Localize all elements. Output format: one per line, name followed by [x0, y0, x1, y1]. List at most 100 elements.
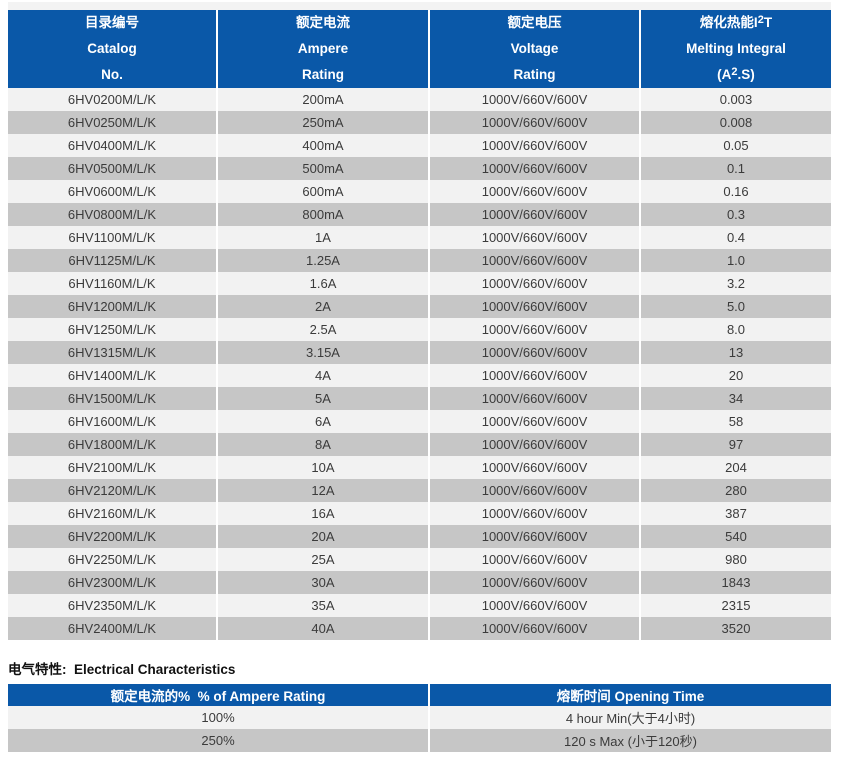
melting-integral-cell: 1.0: [639, 249, 831, 272]
opening-time-cell: 120 s Max (小于120秒): [428, 729, 831, 752]
ampere-cell: 600mA: [216, 180, 429, 203]
top-strip: [8, 2, 831, 10]
fuse-spec-table: 目录编号 Catalog No. 额定电流 Ampere Rating 额定电压…: [8, 10, 831, 640]
catalog-cell: 6HV1100M/L/K: [8, 226, 217, 249]
col-header-percent-of-ampere-rating: 额定电流的% % of Ampere Rating: [8, 684, 429, 706]
table-row: 6HV1160M/L/K 1.6A 1000V/660V/600V 3.2: [8, 272, 831, 295]
melting-integral-cell: 3520: [639, 617, 831, 640]
melting-integral-cell: 1843: [639, 571, 831, 594]
ampere-cell: 1.25A: [216, 249, 429, 272]
catalog-cell: 6HV2250M/L/K: [8, 548, 217, 571]
table-row: 6HV1600M/L/K 6A 1000V/660V/600V 58: [8, 410, 831, 433]
voltage-cell: 1000V/660V/600V: [428, 295, 640, 318]
voltage-cell: 1000V/660V/600V: [428, 479, 640, 502]
catalog-cell: 6HV1600M/L/K: [8, 410, 217, 433]
voltage-cell: 1000V/660V/600V: [428, 594, 640, 617]
header-line-en1: Voltage: [510, 41, 559, 56]
percent-cell: 100%: [8, 706, 429, 729]
catalog-cell: 6HV2120M/L/K: [8, 479, 217, 502]
melting-integral-cell: 97: [639, 433, 831, 456]
melting-integral-cell: 58: [639, 410, 831, 433]
voltage-cell: 1000V/660V/600V: [428, 387, 640, 410]
ampere-cell: 40A: [216, 617, 429, 640]
table-row: 6HV2160M/L/K 16A 1000V/660V/600V 387: [8, 502, 831, 525]
ampere-cell: 2.5A: [216, 318, 429, 341]
ampere-cell: 400mA: [216, 134, 429, 157]
melting-integral-cell: 20: [639, 364, 831, 387]
col-header-catalog: 目录编号 Catalog No.: [8, 10, 217, 88]
ampere-cell: 800mA: [216, 203, 429, 226]
melting-integral-cell: 0.4: [639, 226, 831, 249]
ampere-cell: 6A: [216, 410, 429, 433]
table-row: 6HV1400M/L/K 4A 1000V/660V/600V 20: [8, 364, 831, 387]
catalog-cell: 6HV0600M/L/K: [8, 180, 217, 203]
col-header-voltage: 额定电压 Voltage Rating: [428, 10, 640, 88]
table-row: 6HV2250M/L/K 25A 1000V/660V/600V 980: [8, 548, 831, 571]
melting-integral-cell: 3.2: [639, 272, 831, 295]
ampere-cell: 8A: [216, 433, 429, 456]
table-row: 6HV0200M/L/K 200mA 1000V/660V/600V 0.003: [8, 88, 831, 111]
ampere-cell: 250mA: [216, 111, 429, 134]
ampere-cell: 16A: [216, 502, 429, 525]
melting-integral-cell: 13: [639, 341, 831, 364]
melting-integral-cell: 204: [639, 456, 831, 479]
melting-integral-cell: 0.05: [639, 134, 831, 157]
melting-integral-cell: 280: [639, 479, 831, 502]
table-row: 6HV1200M/L/K 2A 1000V/660V/600V 5.0: [8, 295, 831, 318]
header-line-cn: 额定电压: [507, 15, 562, 30]
table-row: 6HV1800M/L/K 8A 1000V/660V/600V 97: [8, 433, 831, 456]
melting-integral-cell: 5.0: [639, 295, 831, 318]
catalog-cell: 6HV1125M/L/K: [8, 249, 217, 272]
catalog-cell: 6HV1160M/L/K: [8, 272, 217, 295]
catalog-cell: 6HV2300M/L/K: [8, 571, 217, 594]
electrical-characteristics-table: 额定电流的% % of Ampere Rating 熔断时间 Opening T…: [8, 684, 831, 752]
header-row: 目录编号 Catalog No. 额定电流 Ampere Rating 额定电压…: [8, 10, 831, 88]
catalog-cell: 6HV2350M/L/K: [8, 594, 217, 617]
ampere-cell: 20A: [216, 525, 429, 548]
melting-integral-cell: 0.008: [639, 111, 831, 134]
spec-table-body: 6HV0200M/L/K 200mA 1000V/660V/600V 0.003 6HV…: [8, 88, 831, 640]
col-header-ampere: 额定电流 Ampere Rating: [216, 10, 429, 88]
catalog-cell: 6HV2100M/L/K: [8, 456, 217, 479]
table-row: 6HV0600M/L/K 600mA 1000V/660V/600V 0.16: [8, 180, 831, 203]
melting-integral-cell: 0.1: [639, 157, 831, 180]
header-line-cn: 额定电流: [296, 15, 350, 30]
catalog-cell: 6HV0250M/L/K: [8, 111, 217, 134]
voltage-cell: 1000V/660V/600V: [428, 249, 640, 272]
voltage-cell: 1000V/660V/600V: [428, 433, 640, 456]
ampere-cell: 4A: [216, 364, 429, 387]
header-line-en2: (A2.S): [717, 66, 755, 83]
ampere-cell: 1A: [216, 226, 429, 249]
table-row: 6HV0500M/L/K 500mA 1000V/660V/600V 0.1: [8, 157, 831, 180]
table-row: 6HV1315M/L/K 3.15A 1000V/660V/600V 13: [8, 341, 831, 364]
ec-table-header: 额定电流的% % of Ampere Rating 熔断时间 Opening T…: [8, 684, 831, 706]
superscript-2: 2: [731, 66, 738, 78]
voltage-cell: 1000V/660V/600V: [428, 525, 640, 548]
catalog-cell: 6HV1800M/L/K: [8, 433, 217, 456]
melting-integral-cell: 540: [639, 525, 831, 548]
voltage-cell: 1000V/660V/600V: [428, 571, 640, 594]
table-row: 6HV0250M/L/K 250mA 1000V/660V/600V 0.008: [8, 111, 831, 134]
ampere-cell: 1.6A: [216, 272, 429, 295]
ampere-cell: 2A: [216, 295, 429, 318]
melting-integral-cell: 980: [639, 548, 831, 571]
catalog-cell: 6HV0500M/L/K: [8, 157, 217, 180]
table-row: 250% 120 s Max (小于120秒): [8, 729, 831, 752]
catalog-cell: 6HV2200M/L/K: [8, 525, 217, 548]
ampere-cell: 5A: [216, 387, 429, 410]
table-row: 6HV2200M/L/K 20A 1000V/660V/600V 540: [8, 525, 831, 548]
voltage-cell: 1000V/660V/600V: [428, 180, 640, 203]
melting-integral-cell: 8.0: [639, 318, 831, 341]
catalog-cell: 6HV1500M/L/K: [8, 387, 217, 410]
melting-integral-cell: 2315: [639, 594, 831, 617]
ampere-cell: 30A: [216, 571, 429, 594]
table-row: 6HV0800M/L/K 800mA 1000V/660V/600V 0.3: [8, 203, 831, 226]
catalog-cell: 6HV1250M/L/K: [8, 318, 217, 341]
table-row: 6HV1250M/L/K 2.5A 1000V/660V/600V 8.0: [8, 318, 831, 341]
voltage-cell: 1000V/660V/600V: [428, 272, 640, 295]
header-row: 额定电流的% % of Ampere Rating 熔断时间 Opening T…: [8, 684, 831, 706]
catalog-cell: 6HV0800M/L/K: [8, 203, 217, 226]
catalog-cell: 6HV0400M/L/K: [8, 134, 217, 157]
melting-integral-cell: 34: [639, 387, 831, 410]
ampere-cell: 12A: [216, 479, 429, 502]
